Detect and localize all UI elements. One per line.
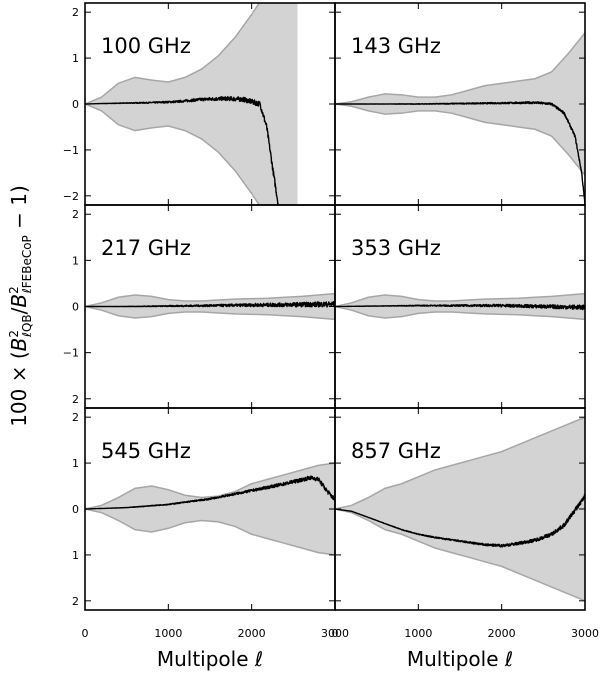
x-tick-label: 3000 [571,627,599,640]
y-tick-label: 2 [72,208,79,221]
band-lower-edge [85,508,335,556]
panel-6: 0 1000 2000 3000 857 GHz [332,407,599,640]
x-tick-label: 2000 [238,627,266,640]
x-axis-label: Multipole ℓ [157,647,263,671]
x-tick-label: 0 [332,627,339,640]
y-tick-label: −1 [63,347,79,360]
band-lower-edge [335,305,585,321]
y-tick-label: 1 [72,52,79,65]
panel-4: 353 GHz [334,204,586,409]
x-tick-label: 2000 [488,627,516,640]
y-tick-label: 1 [72,254,79,267]
frequency-label: 857 GHz [351,439,441,463]
y-tick-label: 1 [72,549,79,562]
y-tick-label: 2 [72,6,79,19]
x-tick-label: 3000 [321,627,349,640]
band-lower-edge [85,103,261,205]
ratio-series [85,475,335,510]
y-tick-label: 2 [72,411,79,424]
y-tick-label: 0 [72,98,79,111]
x-axis-label: Multipole ℓ [407,647,513,671]
band-upper-edge [335,416,585,510]
frequency-label: 143 GHz [351,34,441,58]
band-upper-edge [85,292,335,308]
band-upper-edge [335,32,585,105]
uncertainty-band [335,417,585,601]
uncertainty-band [85,3,298,205]
band-lower-edge [335,508,585,602]
y-tick-label: −2 [63,190,79,203]
panel-3: 2 1 0 −1 2 217 GHz [63,204,336,409]
band-upper-edge [85,3,261,105]
x-tick-label: 0 [82,627,89,640]
ratio-series [335,303,585,311]
band-lower-edge [85,305,335,321]
ratio-series [85,95,279,205]
x-tick-label: 1000 [154,627,182,640]
y-tick-label: −1 [63,144,79,157]
y-tick-label: 0 [72,503,79,516]
y-tick-label: 2 [72,595,79,608]
frequency-label: 545 GHz [101,439,191,463]
ratio-series [85,300,335,308]
band-upper-edge [85,462,335,510]
uncertainty-band [85,463,335,555]
y-axis-label: 100 × (B2ℓQB/B2ℓFEBeCoP − 1) [7,185,34,427]
frequency-label: 217 GHz [101,236,191,260]
y-tick-label: 2 [72,393,79,406]
ratio-series [335,493,585,548]
y-tick-label: 0 [72,301,79,314]
band-lower-edge [335,103,585,176]
ratio-series [335,101,585,205]
panel-5: 2 1 0 1 2 0 1000 2000 3000 545 GHz [72,407,349,640]
y-tick-label: 1 [72,457,79,470]
panel-2: 143 GHz [334,2,586,206]
frequency-label: 100 GHz [101,34,191,58]
x-tick-label: 1000 [404,627,432,640]
frequency-label: 353 GHz [351,236,441,260]
panel-1: 2 1 0 −1 −2 100 GHz [63,2,336,206]
band-upper-edge [335,292,585,308]
